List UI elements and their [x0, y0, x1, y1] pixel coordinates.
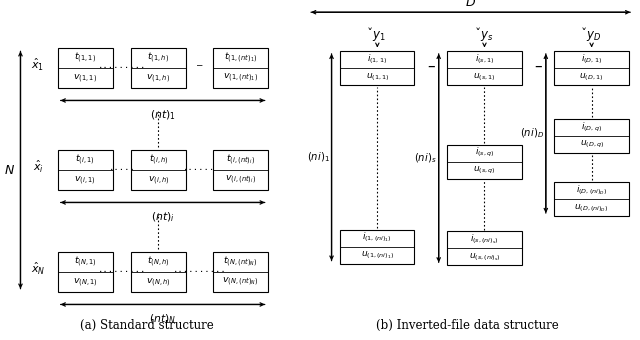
- Text: $v_{(i,(nt)_i)}$: $v_{(i,(nt)_i)}$: [225, 174, 255, 186]
- Bar: [340, 51, 415, 85]
- Text: $(ni)_s$: $(ni)_s$: [415, 151, 437, 165]
- Text: –: –: [427, 59, 435, 74]
- Text: $i_{(D,1)}$: $i_{(D,1)}$: [581, 52, 602, 66]
- Text: $t_{(1,(nt)_1)}$: $t_{(1,(nt)_1)}$: [223, 51, 257, 65]
- Bar: [131, 150, 186, 190]
- Text: $u_{(s,(ni)_s)}$: $u_{(s,(ni)_s)}$: [468, 251, 500, 263]
- Text: $t_{(N,h)}$: $t_{(N,h)}$: [147, 254, 170, 269]
- Bar: [447, 144, 522, 178]
- Bar: [58, 48, 113, 87]
- Text: –: –: [196, 61, 202, 70]
- Bar: [131, 252, 186, 291]
- Text: $v_{(1,(nt)_1)}$: $v_{(1,(nt)_1)}$: [223, 72, 258, 84]
- Text: .........: .........: [98, 265, 146, 274]
- Text: ..........: ..........: [172, 265, 226, 274]
- Text: $(nt)_N$: $(nt)_N$: [149, 312, 176, 326]
- Text: $\hat{x}_1$: $\hat{x}_1$: [31, 56, 45, 73]
- Text: $v_{(i,1)}$: $v_{(i,1)}$: [74, 174, 96, 187]
- Text: $\check{y}_s$: $\check{y}_s$: [476, 25, 493, 43]
- Text: $D$: $D$: [465, 0, 476, 8]
- Text: $v_{(N,1)}$: $v_{(N,1)}$: [73, 276, 98, 289]
- Text: $i_{(1,(ni)_1)}$: $i_{(1,(ni)_1)}$: [362, 231, 392, 244]
- Text: $i_{(s,(ni)_s)}$: $i_{(s,(ni)_s)}$: [470, 233, 499, 246]
- Text: $t_{(1,h)}$: $t_{(1,h)}$: [147, 50, 170, 65]
- Bar: [554, 182, 628, 216]
- Text: $(ni)_D$: $(ni)_D$: [520, 126, 544, 140]
- Text: $(ni)_1$: $(ni)_1$: [307, 150, 330, 164]
- Text: $v_{(N,(nt)_N)}$: $v_{(N,(nt)_N)}$: [222, 276, 259, 288]
- Bar: [554, 119, 628, 153]
- Text: ......: ......: [183, 163, 216, 172]
- Text: $u_{(D,(ni)_D)}$: $u_{(D,(ni)_D)}$: [574, 202, 609, 214]
- Text: $\hat{x}_N$: $\hat{x}_N$: [31, 260, 45, 277]
- Bar: [212, 48, 268, 87]
- Text: –: –: [534, 59, 542, 74]
- Text: $(nt)_1$: $(nt)_1$: [150, 108, 175, 121]
- Text: $t_{(N,(nt)_N)}$: $t_{(N,(nt)_N)}$: [223, 255, 257, 269]
- Text: $v_{(N,h)}$: $v_{(N,h)}$: [146, 276, 171, 289]
- Text: $i_{(D,q)}$: $i_{(D,q)}$: [581, 121, 602, 134]
- Text: $v_{(1,1)}$: $v_{(1,1)}$: [73, 72, 97, 85]
- Text: $t_{(i,h)}$: $t_{(i,h)}$: [148, 152, 168, 167]
- Text: $i_{(s,q)}$: $i_{(s,q)}$: [475, 146, 494, 159]
- Text: $t_{(i,1)}$: $t_{(i,1)}$: [76, 152, 95, 167]
- Text: $t_{(1,1)}$: $t_{(1,1)}$: [74, 50, 97, 65]
- Bar: [447, 51, 522, 85]
- Bar: [340, 230, 415, 264]
- Text: $v_{(i,h)}$: $v_{(i,h)}$: [148, 174, 170, 187]
- Text: $v_{(1,h)}$: $v_{(1,h)}$: [147, 72, 170, 85]
- Text: $(nt)_i$: $(nt)_i$: [151, 210, 175, 224]
- Bar: [58, 150, 113, 190]
- Text: (a) Standard structure: (a) Standard structure: [81, 319, 214, 332]
- Text: $t_{(N,1)}$: $t_{(N,1)}$: [74, 254, 97, 269]
- Text: $u_{(D,q)}$: $u_{(D,q)}$: [579, 139, 604, 150]
- Bar: [58, 252, 113, 291]
- Bar: [212, 150, 268, 190]
- Text: $i_{(s,1)}$: $i_{(s,1)}$: [475, 52, 494, 66]
- Text: $u_{(s,1)}$: $u_{(s,1)}$: [473, 71, 496, 83]
- Text: $i_{(1,1)}$: $i_{(1,1)}$: [367, 52, 387, 66]
- Text: $u_{(D,1)}$: $u_{(D,1)}$: [579, 71, 604, 83]
- Bar: [131, 48, 186, 87]
- Text: $i_{(D,(ni)_D)}$: $i_{(D,(ni)_D)}$: [576, 183, 607, 197]
- Bar: [447, 231, 522, 265]
- Text: $\check{y}_1$: $\check{y}_1$: [368, 25, 387, 43]
- Text: $\check{y}_D$: $\check{y}_D$: [582, 25, 602, 43]
- Text: $N$: $N$: [4, 164, 15, 176]
- Text: $t_{(i,(nt)_i)}$: $t_{(i,(nt)_i)}$: [225, 153, 255, 167]
- Text: $u_{(1,(ni)_1)}$: $u_{(1,(ni)_1)}$: [361, 250, 394, 261]
- Text: (b) Inverted-file data structure: (b) Inverted-file data structure: [376, 319, 559, 332]
- Bar: [554, 51, 628, 85]
- Text: .........: .........: [98, 61, 146, 70]
- Text: $\hat{x}_i$: $\hat{x}_i$: [33, 158, 44, 175]
- Text: $u_{(1,1)}$: $u_{(1,1)}$: [365, 71, 389, 83]
- Bar: [212, 252, 268, 291]
- Text: .....: .....: [108, 163, 135, 172]
- Text: $u_{(s,q)}$: $u_{(s,q)}$: [473, 165, 496, 176]
